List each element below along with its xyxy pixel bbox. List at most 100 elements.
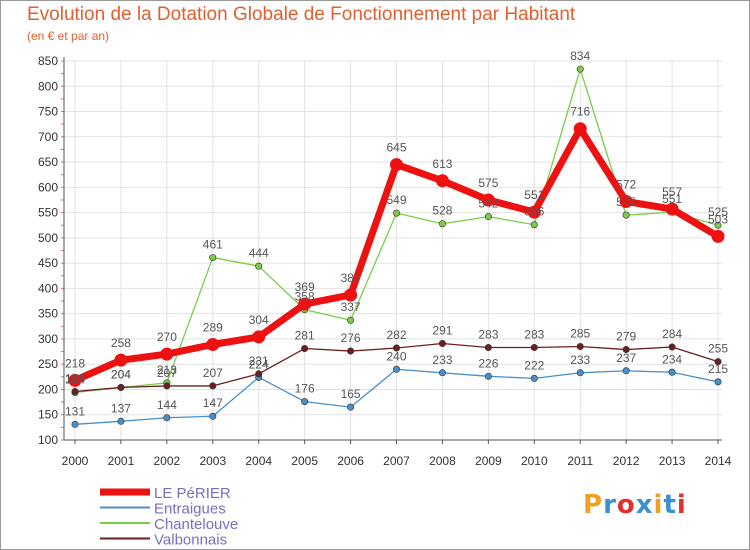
data-label: 213 — [157, 363, 177, 377]
data-point — [117, 417, 125, 425]
x-tick-label: 2008 — [429, 454, 456, 468]
data-label: 387 — [341, 271, 361, 285]
data-label: 137 — [111, 401, 131, 415]
x-tick-label: 2013 — [659, 454, 686, 468]
logo-letter: P — [583, 490, 604, 520]
data-label: 233 — [570, 353, 590, 367]
data-point — [209, 254, 217, 262]
logo-letter: o — [616, 490, 636, 520]
data-label: 222 — [524, 358, 544, 372]
data-point — [573, 122, 587, 136]
data-point — [438, 369, 446, 377]
legend-label: Chantelouve — [154, 516, 238, 533]
data-point — [298, 297, 312, 311]
y-tick-label: 600 — [38, 180, 58, 194]
data-label: 369 — [295, 280, 315, 294]
y-tick-label: 350 — [38, 307, 58, 321]
data-point — [209, 382, 217, 390]
data-label: 575 — [478, 176, 498, 190]
data-label: 528 — [432, 204, 452, 218]
data-point — [255, 370, 263, 378]
data-label: 237 — [616, 351, 636, 365]
legend-label: Entraigues — [154, 501, 226, 518]
data-label: 542 — [478, 197, 498, 211]
data-label: 279 — [616, 330, 636, 344]
y-tick-label: 750 — [38, 105, 58, 119]
data-label: 131 — [65, 404, 85, 418]
x-tick-label: 2006 — [337, 454, 364, 468]
data-label: 283 — [478, 328, 498, 342]
data-label: 226 — [478, 356, 498, 370]
data-label: 557 — [662, 185, 682, 199]
data-point — [347, 316, 355, 324]
data-point — [481, 193, 495, 207]
plot-area — [64, 61, 722, 440]
y-tick-label: 400 — [38, 281, 58, 295]
data-point — [619, 194, 633, 208]
data-label: 147 — [203, 396, 223, 410]
data-point — [622, 346, 630, 354]
data-point — [255, 262, 263, 270]
data-point — [576, 65, 584, 73]
data-point — [347, 347, 355, 355]
x-tick-label: 2011 — [567, 454, 593, 468]
data-label: 255 — [708, 342, 728, 356]
data-label: 549 — [386, 193, 406, 207]
data-label: 204 — [111, 367, 131, 381]
y-tick-label: 200 — [38, 382, 58, 396]
data-point — [301, 345, 309, 353]
chart-title: Evolution de la Dotation Globale de Fonc… — [27, 4, 576, 25]
data-label: 358 — [295, 290, 315, 304]
data-label: 503 — [708, 212, 728, 226]
y-tick-label: 100 — [38, 433, 58, 447]
data-point — [344, 288, 358, 302]
x-tick-label: 2005 — [291, 454, 318, 468]
data-label: 551 — [662, 192, 682, 206]
y-tick-label: 250 — [38, 357, 58, 371]
data-point — [711, 229, 725, 243]
data-point — [117, 383, 125, 391]
data-point — [393, 365, 401, 373]
data-point — [484, 213, 492, 221]
data-point — [668, 368, 676, 376]
data-label: 281 — [295, 329, 315, 343]
x-tick-label: 2001 — [108, 454, 135, 468]
x-tick-label: 2014 — [705, 454, 732, 468]
logo-letter: x — [635, 490, 654, 520]
data-label: 165 — [341, 387, 361, 401]
logo-letter: i — [653, 490, 664, 520]
data-point — [163, 382, 171, 390]
data-label: 444 — [249, 246, 269, 260]
logo-letter: r — [603, 490, 617, 520]
data-point — [665, 202, 679, 216]
data-label: 215 — [708, 362, 728, 376]
x-tick-label: 2009 — [475, 454, 502, 468]
data-point — [714, 378, 722, 386]
data-point — [530, 221, 538, 229]
data-label: 204 — [111, 367, 131, 381]
legend-label: Valbonnais — [154, 532, 227, 549]
data-label: 613 — [432, 157, 452, 171]
y-tick-label: 150 — [38, 408, 58, 422]
data-label: 144 — [157, 398, 177, 412]
data-label: 572 — [616, 177, 636, 191]
data-label: 234 — [662, 352, 682, 366]
y-tick-label: 650 — [38, 155, 58, 169]
data-point — [622, 211, 630, 219]
data-label: 207 — [203, 366, 223, 380]
data-point — [530, 344, 538, 352]
data-label: 284 — [662, 327, 682, 341]
data-label: 461 — [203, 238, 223, 252]
data-label: 525 — [708, 205, 728, 219]
data-point — [393, 209, 401, 217]
data-point — [622, 367, 630, 375]
data-label: 834 — [570, 49, 590, 63]
data-point — [576, 343, 584, 351]
data-label: 231 — [249, 354, 269, 368]
y-tick-label: 550 — [38, 206, 58, 220]
data-label: 645 — [386, 141, 406, 155]
data-point — [435, 174, 449, 188]
data-label: 194 — [65, 372, 85, 386]
data-point — [390, 158, 404, 172]
data-label: 304 — [249, 313, 269, 327]
